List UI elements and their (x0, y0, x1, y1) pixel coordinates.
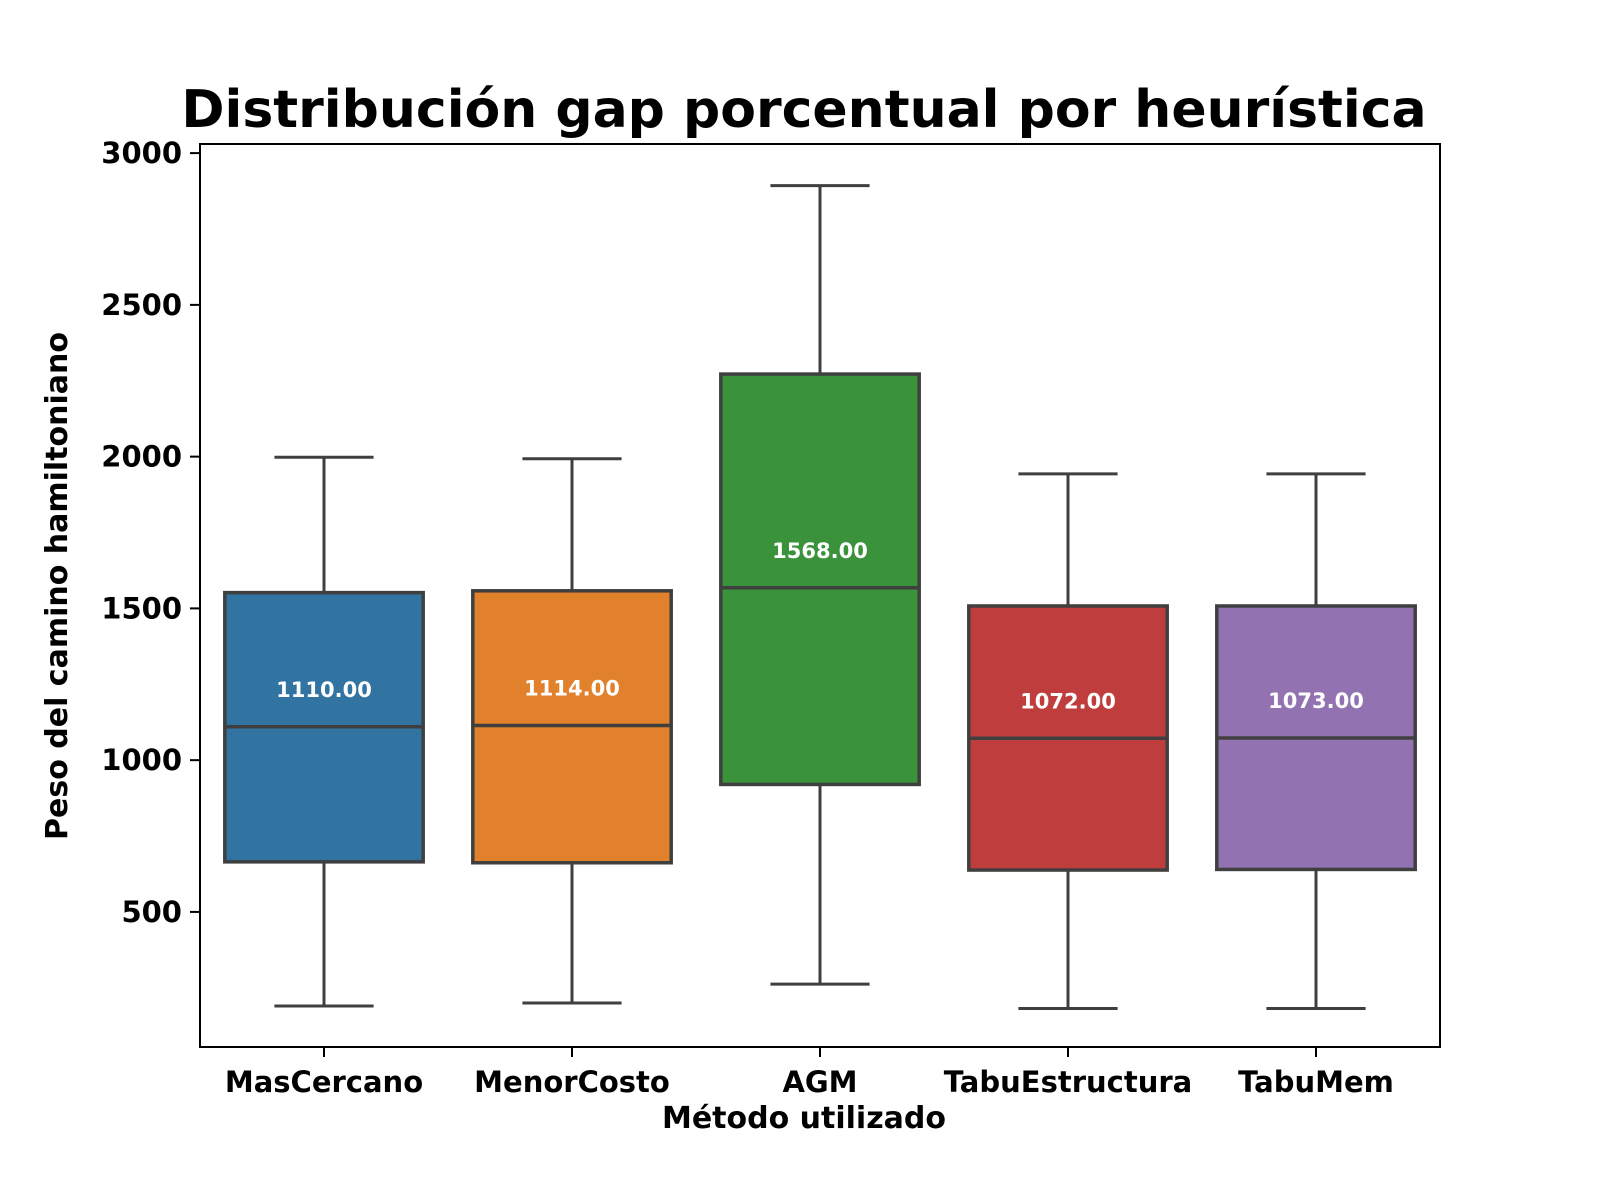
median-value-label: 1114.00 (524, 677, 620, 701)
box-MenorCosto: 1114.00 (471, 457, 673, 1005)
x-axis-label: Método utilizado (662, 1101, 946, 1136)
y-tick-label: 1000 (101, 743, 182, 777)
y-tick-label: 3000 (101, 136, 182, 170)
x-tick-label: AGM (782, 1065, 857, 1099)
box-AGM: 1568.00 (719, 184, 921, 986)
x-tick-label: TabuMem (1238, 1065, 1394, 1099)
x-tick-label: TabuEstructura (944, 1065, 1192, 1099)
box-MasCercano: 1110.00 (223, 455, 425, 1008)
y-tick-label: 2000 (101, 440, 182, 474)
box-TabuEstructura: 1072.00 (967, 472, 1169, 1010)
median-value-label: 1568.00 (772, 539, 868, 563)
y-tick-label: 1500 (101, 591, 182, 625)
median-value-label: 1073.00 (1268, 689, 1364, 713)
chart-title: Distribución gap porcentual por heurísti… (181, 80, 1426, 140)
y-axis-label: Peso del camino hamiltoniano (40, 332, 75, 840)
median-value-label: 1072.00 (1020, 689, 1116, 713)
ticks-layer: 500 1000 1500 2000 2500 3000 MasCercano MenorCo… (101, 136, 1394, 1099)
plot-frame (199, 143, 1441, 1048)
box-TabuMem: 1073.00 (1215, 472, 1417, 1010)
x-tick-label: MenorCosto (474, 1065, 670, 1099)
y-tick-label: 500 (121, 895, 182, 929)
y-tick-label: 2500 (101, 288, 182, 322)
x-tick-label: MasCercano (225, 1065, 423, 1099)
iqr-box (719, 372, 921, 787)
boxes-layer: 1110.00 1114.00 1568.00 1072.00 1073.00 (223, 184, 1417, 1010)
median-value-label: 1110.00 (276, 678, 372, 702)
